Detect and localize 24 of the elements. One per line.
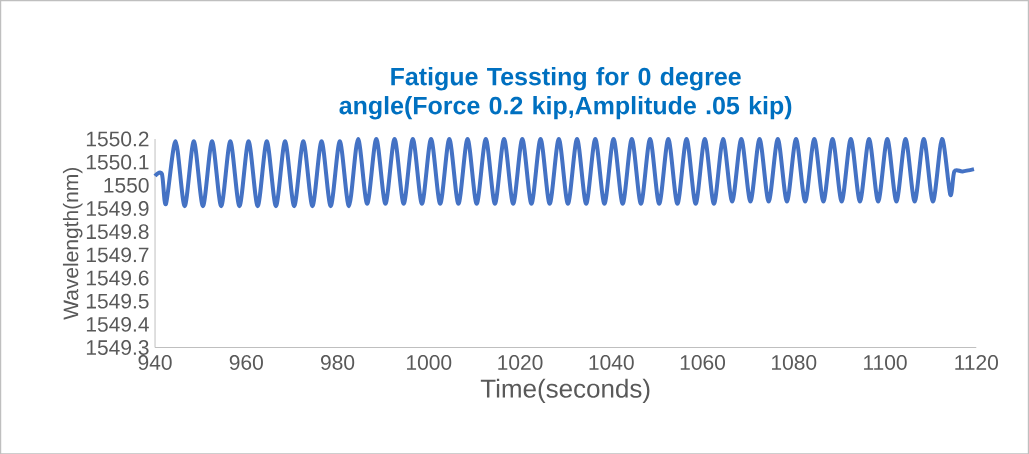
x-axis-title: Time(seconds) <box>480 378 650 403</box>
y-tick-label: 1549.3 <box>86 339 149 355</box>
x-tick-label: 1000 <box>407 354 452 370</box>
x-tick-label: 980 <box>321 354 355 370</box>
y-tick-label: 1549.4 <box>86 316 149 332</box>
y-axis-title: Wavelength(nm) <box>62 167 83 320</box>
x-tick-label: 1080 <box>772 354 817 370</box>
chart-title: Fatigue Tessting for 0 degree angle(Force 0.2 kip,Amplitude .05 kip) <box>339 66 792 120</box>
x-tick-label: 1040 <box>589 354 634 370</box>
y-tick-label: 1550.2 <box>86 131 149 147</box>
x-tick-label: 1100 <box>864 354 907 370</box>
x-tick-label: 1060 <box>680 354 726 370</box>
y-tick-label: 1549.5 <box>86 293 149 309</box>
y-tick-label: 1549.6 <box>86 270 149 286</box>
y-tick-label: 1550.1 <box>86 154 149 170</box>
x-tick-label: 1120 <box>955 354 998 370</box>
x-tick-label: 940 <box>138 354 172 370</box>
y-tick-label: 1549.8 <box>86 224 149 239</box>
x-tick-label: 960 <box>229 354 263 370</box>
x-tick-label: 1020 <box>498 354 543 370</box>
line-series <box>153 136 976 208</box>
y-tick-label: 1549.7 <box>86 247 149 263</box>
y-tick-label: 1549.9 <box>86 200 149 216</box>
y-tick-label: 1550 <box>104 177 149 193</box>
